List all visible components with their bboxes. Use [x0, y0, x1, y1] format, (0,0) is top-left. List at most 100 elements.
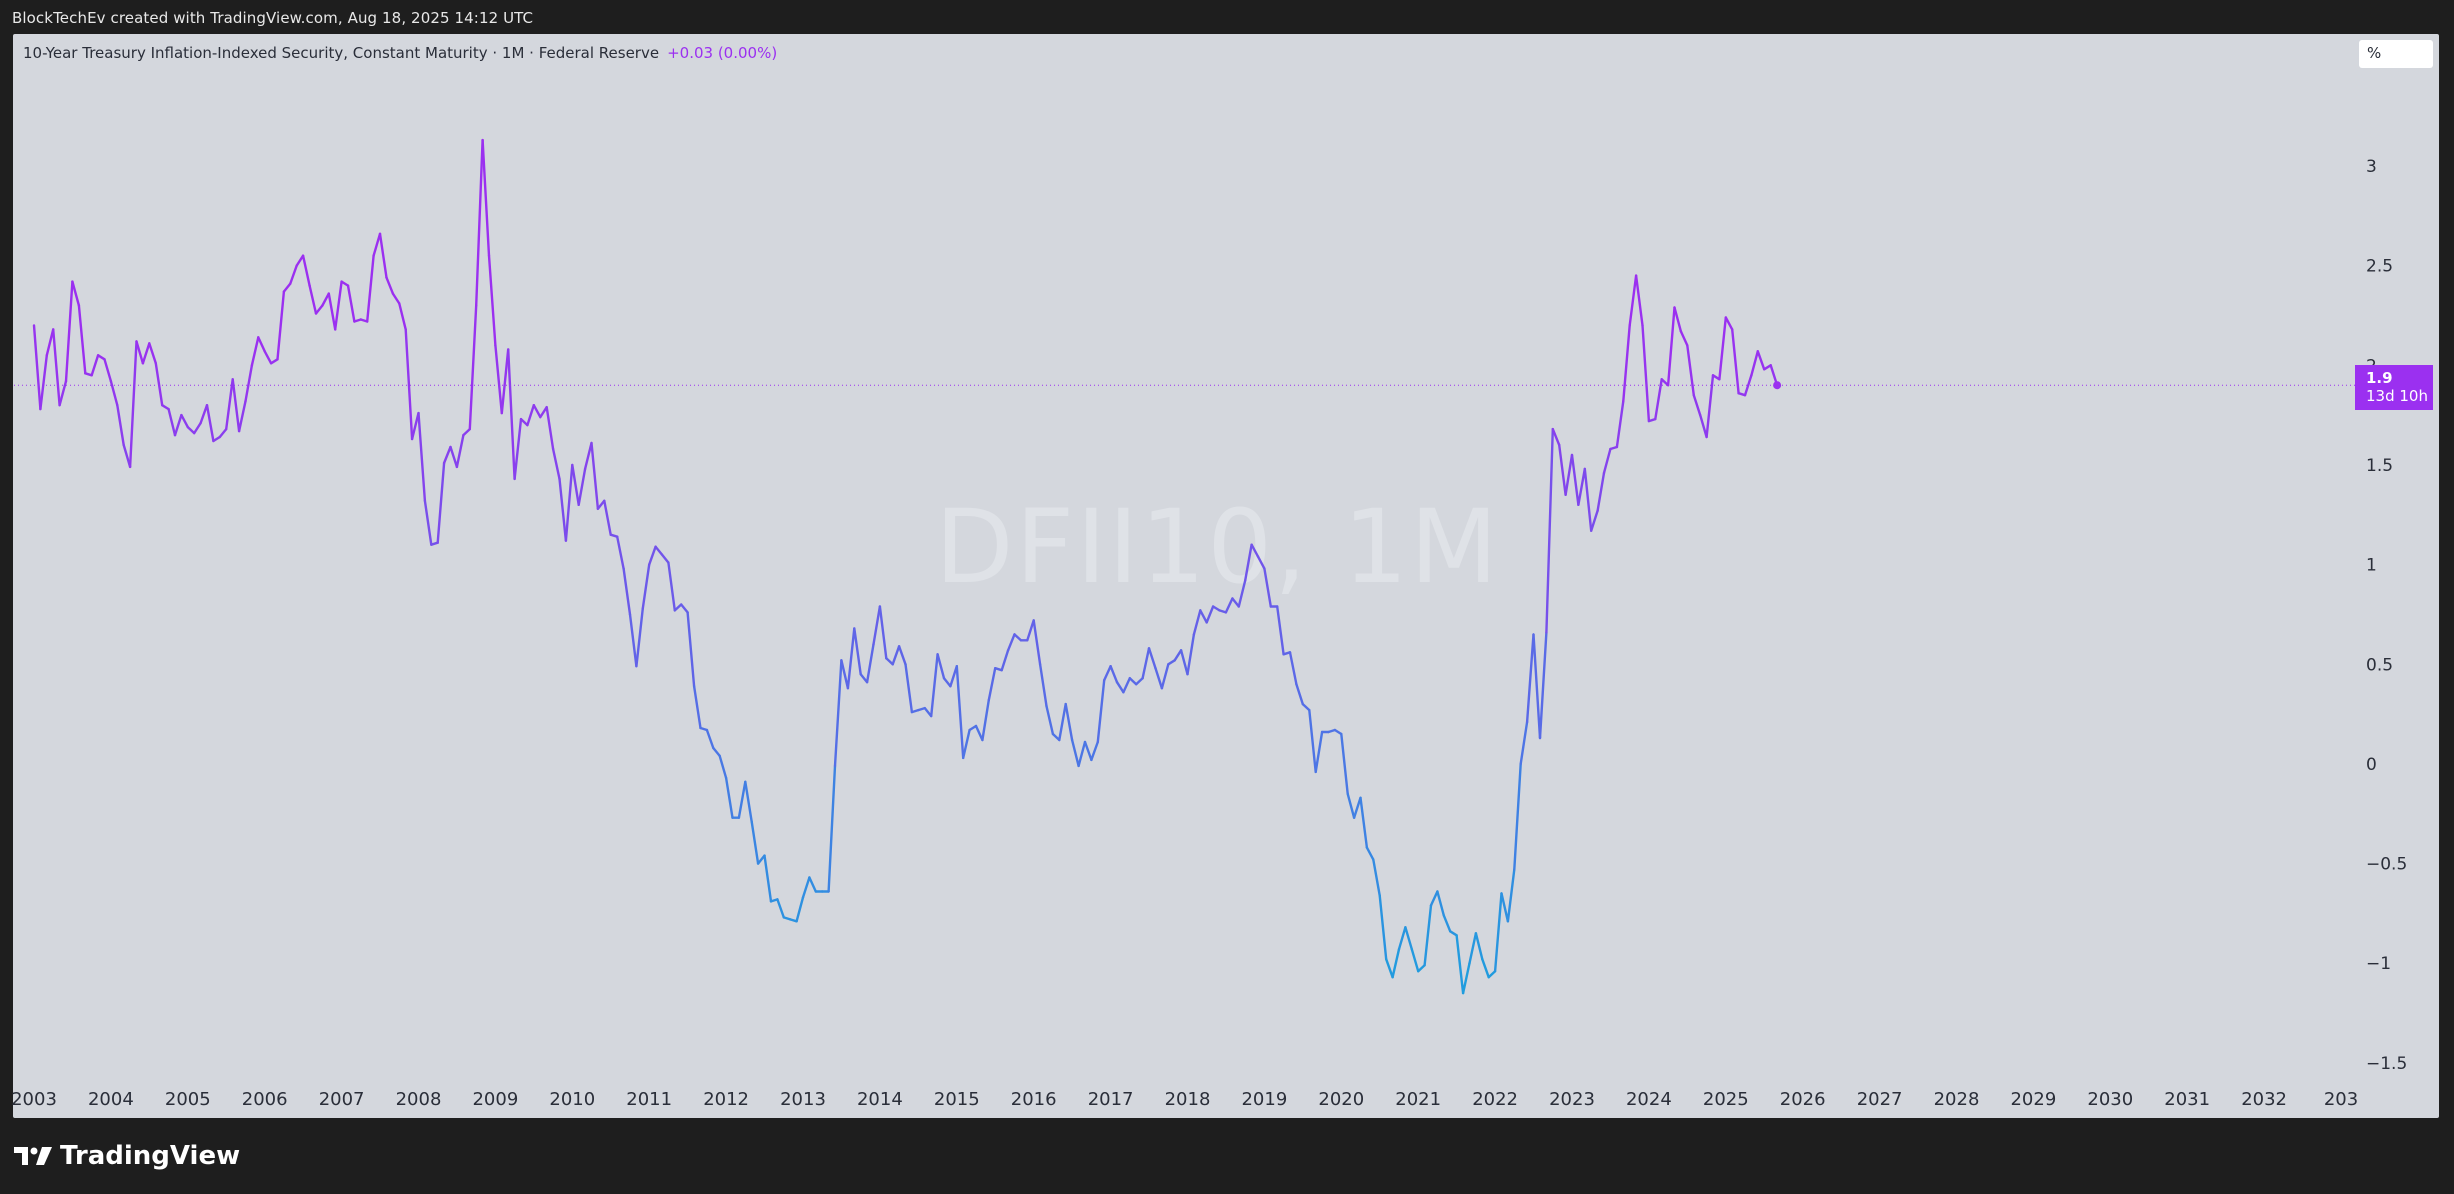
series-legend[interactable]: 10-Year Treasury Inflation-Indexed Secur…: [23, 44, 777, 62]
series-segment: [77, 304, 87, 375]
x-tick-label: 2011: [626, 1089, 672, 1110]
series-segment: [1634, 274, 1644, 327]
series-segment: [1429, 890, 1439, 907]
chart-panel[interactable]: [13, 34, 2439, 1118]
x-tick-label: 2030: [2087, 1089, 2133, 1110]
series-segment: [1436, 890, 1446, 917]
x-tick-label: 203: [2324, 1089, 2358, 1110]
series-segment: [1519, 720, 1529, 766]
x-tick-label: 2009: [472, 1089, 518, 1110]
series-segment: [513, 417, 523, 481]
series-segment: [1000, 649, 1010, 672]
series-segment: [1013, 633, 1023, 642]
series-segment: [96, 354, 106, 361]
series-segment: [1333, 728, 1343, 736]
brand-logo[interactable]: TradingView: [14, 1141, 240, 1171]
series-segment: [596, 499, 606, 510]
series-segment: [1506, 868, 1516, 923]
y-tick-label: −1.5: [2366, 1054, 2407, 1074]
series-segment: [391, 292, 401, 305]
series-segment: [1641, 324, 1651, 423]
x-tick-label: 2019: [1241, 1089, 1287, 1110]
series-segment: [1686, 344, 1696, 397]
series-segment: [1564, 453, 1574, 496]
series-segment: [1461, 962, 1471, 995]
y-tick-label: 1: [2366, 556, 2377, 576]
series-segment: [539, 406, 548, 419]
series-segment: [1750, 350, 1760, 377]
x-tick-label: 2027: [1857, 1089, 1903, 1110]
series-segment: [1583, 467, 1593, 532]
brand-name: TradingView: [60, 1141, 241, 1171]
series-segment: [641, 563, 651, 610]
series-segment: [853, 627, 862, 676]
series-segment: [1308, 708, 1317, 774]
series-segment: [1295, 683, 1305, 706]
series-segment: [334, 280, 343, 331]
series-segment: [801, 876, 811, 899]
series-segment: [366, 254, 375, 323]
series-segment: [551, 447, 561, 481]
series-segment: [1538, 631, 1548, 740]
series-segment: [1109, 665, 1119, 684]
series-segment: [141, 342, 151, 365]
series-segment: [955, 665, 965, 760]
x-tick-label: 2022: [1472, 1089, 1518, 1110]
series-segment: [148, 342, 158, 365]
series-segment: [417, 411, 427, 502]
series-segment: [385, 276, 395, 295]
x-tick-label: 2031: [2164, 1089, 2210, 1110]
symbol-watermark: DFII10, 1M: [935, 488, 1500, 607]
series-segment: [1666, 306, 1676, 387]
series-segment: [301, 254, 311, 287]
series-segment: [398, 302, 407, 331]
series-segment: [237, 400, 247, 433]
series-segment: [1231, 597, 1241, 608]
series-segment: [795, 896, 805, 923]
series-segment: [974, 724, 984, 742]
series-segment: [673, 603, 683, 612]
series-segment: [116, 404, 125, 447]
series-segment: [1628, 274, 1638, 327]
series-line: [32, 138, 1779, 995]
series-segment: [763, 854, 773, 903]
x-tick-label: 2018: [1165, 1089, 1211, 1110]
x-tick-label: 2004: [88, 1089, 134, 1110]
series-segment: [1551, 427, 1561, 447]
series-segment: [545, 406, 555, 451]
series-segment: [1359, 796, 1369, 849]
x-tick-label: 2012: [703, 1089, 749, 1110]
series-segment: [1545, 427, 1555, 634]
series-segment: [1596, 471, 1606, 512]
series-segment: [500, 348, 510, 415]
series-segment: [404, 328, 414, 441]
x-tick-label: 2013: [780, 1089, 826, 1110]
series-segment: [1468, 932, 1478, 965]
series-segment: [1423, 904, 1433, 967]
series-segment: [1589, 509, 1599, 532]
series-segment: [1410, 948, 1420, 973]
series-segment: [718, 754, 728, 780]
series-segment: [571, 463, 580, 506]
unit-selector[interactable]: %: [2359, 40, 2433, 68]
series-segment: [45, 328, 55, 357]
series-segment: [603, 499, 612, 536]
x-tick-label: 2024: [1626, 1089, 1672, 1110]
series-segment: [1237, 579, 1247, 608]
series-segment: [1570, 453, 1580, 506]
series-segment: [269, 358, 279, 365]
x-tick-label: 2005: [165, 1089, 211, 1110]
x-axis: 2003 2004 2005 2006 2007 2008 2009 2010 2011 2012…: [11, 1089, 2358, 1110]
series-segment: [90, 354, 100, 377]
series-segment: [686, 611, 696, 688]
series-segment: [1397, 926, 1407, 951]
legend-title: 10-Year Treasury Inflation-Indexed Secur…: [23, 44, 660, 62]
series-segment: [378, 232, 388, 279]
series-segment: [1038, 663, 1048, 708]
series-segment: [1474, 932, 1484, 961]
series-segment: [1416, 964, 1426, 973]
series-segment: [616, 535, 625, 570]
series-segment: [1243, 543, 1253, 582]
series-segment: [224, 378, 234, 431]
